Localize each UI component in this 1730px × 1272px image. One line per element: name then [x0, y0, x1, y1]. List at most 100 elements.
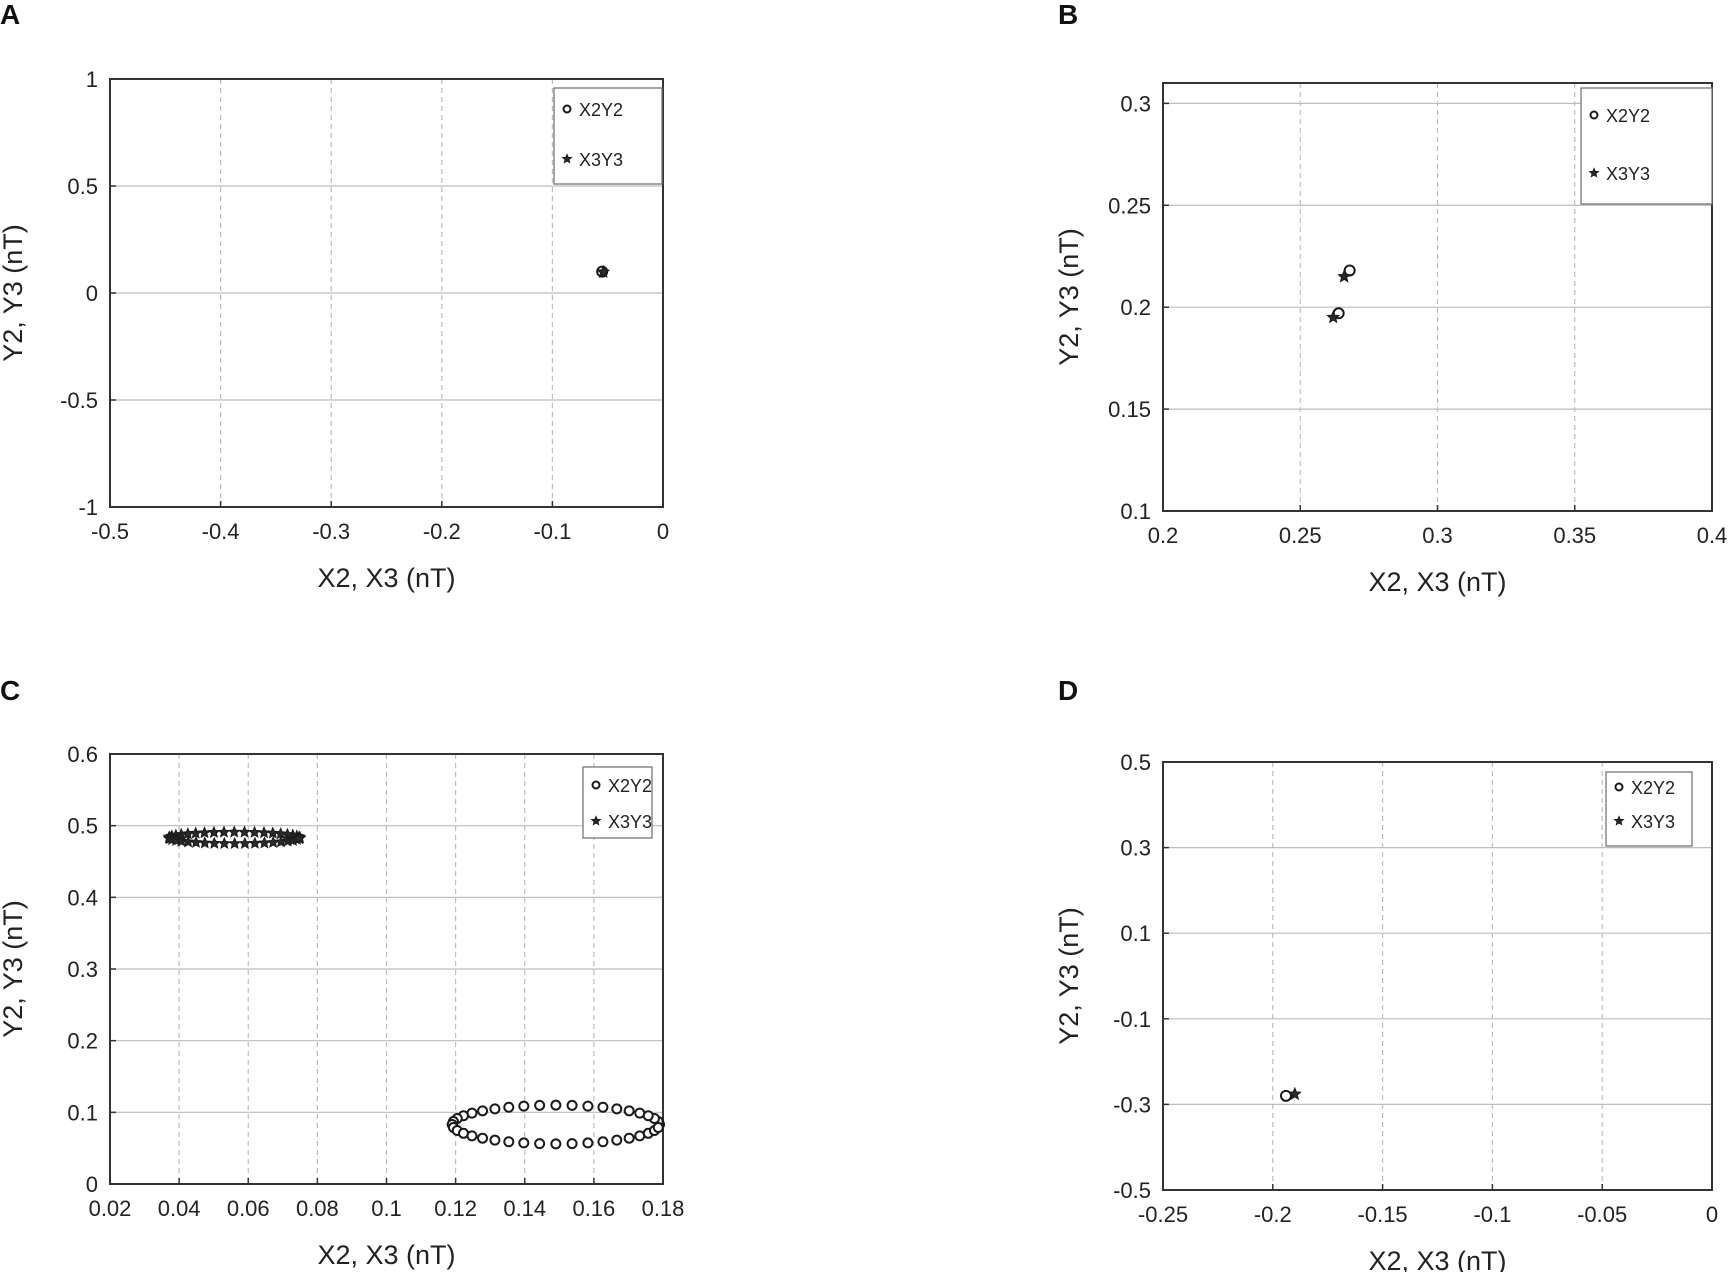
x-tick-label: -0.2	[1254, 1202, 1292, 1227]
data-point-x2y2	[611, 1134, 623, 1146]
x-tick-label: -0.1	[533, 519, 571, 544]
legend-label: X3Y3	[1631, 812, 1675, 832]
legend-box	[582, 766, 653, 839]
legend-box	[1580, 87, 1713, 205]
y-axis-label: Y2, Y3 (nT)	[1054, 907, 1084, 1045]
legend-label: X3Y3	[608, 812, 652, 832]
series-x3y3	[1287, 1086, 1302, 1101]
x-tick-label: 0.02	[89, 1196, 132, 1221]
y-axis-label: Y2, Y3 (nT)	[0, 224, 28, 362]
y-axis-label: Y2, Y3 (nT)	[1054, 228, 1084, 366]
data-point-x3y3	[207, 836, 221, 849]
data-point-x2y2	[634, 1107, 646, 1119]
data-point-x3y3	[266, 835, 280, 848]
data-point-x2y2	[611, 1103, 623, 1115]
legend: X2Y2 X3Y3	[553, 87, 663, 185]
x-axis-label: X2, X3 (nT)	[317, 1240, 455, 1270]
y-tick-label: -0.1	[1113, 1007, 1151, 1032]
panel-letter: C	[0, 675, 20, 706]
panel-letter: D	[1058, 675, 1078, 706]
data-point-x2y2	[466, 1130, 478, 1142]
data-point-x3y3	[207, 825, 221, 838]
legend: X2Y2 X3Y3	[1605, 771, 1693, 847]
x-tick-label: -0.15	[1358, 1202, 1408, 1227]
data-point-x2y2	[550, 1138, 562, 1150]
x-tick-label: 0.06	[227, 1196, 270, 1221]
x-tick-label: -0.1	[1473, 1202, 1511, 1227]
legend: X2Y2 X3Y3	[582, 766, 653, 839]
legend-label: X2Y2	[608, 776, 652, 796]
data-point-x3y3	[266, 826, 280, 839]
legend-marker-x3y3	[561, 153, 573, 164]
series-x3y3	[596, 264, 611, 278]
x-tick-label: 0.08	[296, 1196, 339, 1221]
data-point-x3y3	[238, 836, 252, 850]
legend-label: X3Y3	[1606, 164, 1650, 184]
x-tick-label: 0.16	[572, 1196, 615, 1221]
series-x3y3	[1326, 269, 1352, 324]
data-point-x3y3	[198, 836, 212, 849]
data-point-x3y3	[217, 836, 231, 850]
y-tick-label: 0	[86, 281, 98, 306]
data-point-x2y2	[503, 1101, 515, 1113]
data-point-x2y2	[566, 1099, 578, 1111]
x-tick-label: -0.5	[91, 519, 129, 544]
data-point-x2y2	[503, 1136, 515, 1148]
x-tick-label: -0.4	[202, 519, 240, 544]
data-point-x3y3	[248, 836, 262, 849]
legend-marker-x2y2	[1614, 782, 1624, 792]
data-point-x2y2	[1279, 1089, 1292, 1102]
x-tick-label: 0.4	[1697, 523, 1728, 548]
y-tick-label: -0.5	[60, 388, 98, 413]
y-tick-label: 0.15	[1108, 397, 1151, 422]
y-tick-label: -1	[78, 495, 98, 520]
data-point-x2y2	[477, 1105, 489, 1117]
data-point-x3y3	[228, 836, 242, 850]
y-tick-label: 0.6	[67, 742, 98, 767]
data-point-x3y3	[257, 825, 271, 839]
data-point-x3y3	[1287, 1086, 1302, 1101]
y-tick-label: 0.5	[67, 814, 98, 839]
data-point-x2y2	[550, 1099, 562, 1111]
panel-d: D -0.25 -0.2 -0.15 -0.1 -0.05 0 -0.5 -0.3 -0.1 0.1…	[1054, 675, 1718, 1272]
x-axis-label: X2, X3 (nT)	[1368, 567, 1506, 597]
x-tick-label: -0.2	[423, 519, 461, 544]
legend-label: X2Y2	[1606, 106, 1650, 126]
data-point-x2y2	[534, 1099, 546, 1111]
x-tick-label: 0.1	[371, 1196, 402, 1221]
x-tick-label: 0.35	[1553, 523, 1596, 548]
data-point-x2y2	[489, 1134, 501, 1146]
x-axis-label: X2, X3 (nT)	[317, 563, 455, 593]
data-point-x2y2	[582, 1137, 594, 1149]
series-x2y2	[1279, 1089, 1292, 1102]
y-tick-label: 0.3	[1120, 836, 1151, 861]
data-point-x3y3	[174, 834, 188, 847]
panel-letter: B	[1058, 0, 1078, 30]
y-tick-label: 0	[86, 1172, 98, 1197]
data-point-x3y3	[181, 835, 195, 848]
y-axis-label: Y2, Y3 (nT)	[0, 900, 28, 1038]
data-point-x3y3	[248, 825, 262, 838]
y-tick-label: 0.5	[1120, 750, 1151, 775]
y-tick-label: 0.3	[1120, 91, 1151, 116]
data-point-x2y2	[566, 1138, 578, 1150]
legend: X2Y2 X3Y3	[1580, 87, 1713, 205]
data-point-x3y3	[238, 825, 251, 838]
x-tick-label: 0.12	[434, 1196, 477, 1221]
legend-label: X2Y2	[1631, 778, 1675, 798]
y-tick-label: 0.1	[67, 1100, 98, 1125]
x-tick-label: 0.04	[158, 1196, 201, 1221]
y-tick-label: -0.5	[1113, 1178, 1151, 1203]
series-x3y3	[162, 825, 307, 850]
panel-b: B 0.2 0.25 0.3 0.35 0.4 0.1 0.15 0.2 0.25 0.3 X2, X…	[1054, 0, 1727, 597]
data-point-x3y3	[1337, 269, 1352, 283]
y-tick-label: 0.1	[1120, 499, 1151, 524]
y-tick-label: 1	[86, 67, 98, 92]
legend-marker-x3y3	[1588, 167, 1600, 178]
data-point-x2y2	[477, 1132, 489, 1144]
legend-marker-x3y3	[1613, 815, 1625, 826]
data-point-x3y3	[596, 264, 611, 278]
data-point-x2y2	[597, 1136, 609, 1148]
